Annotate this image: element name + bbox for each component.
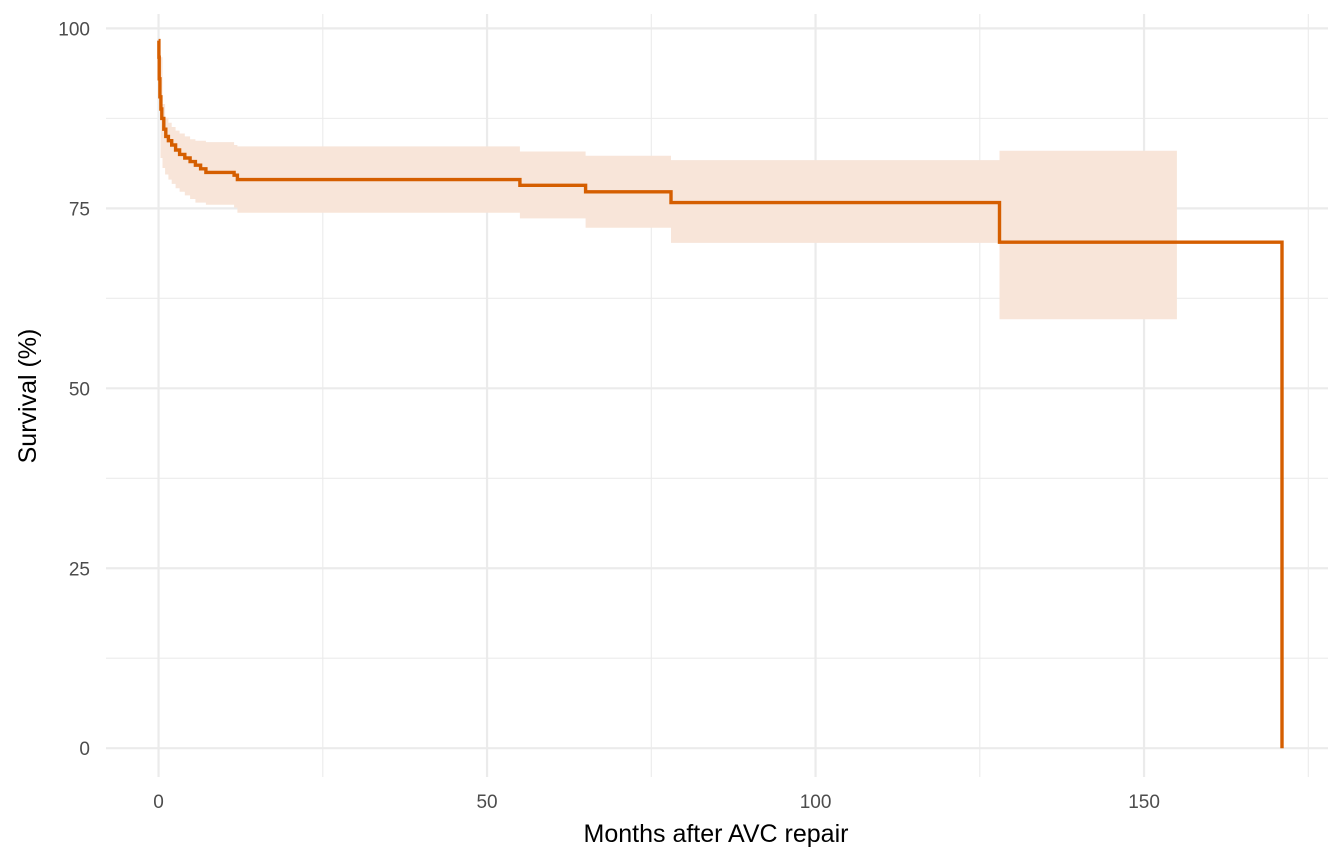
x-tick-label: 100 (800, 792, 832, 813)
x-tick-label: 150 (1128, 792, 1160, 813)
y-axis-title: Survival (%) (14, 329, 42, 464)
confidence-band-area (160, 57, 1177, 320)
confidence-band (160, 57, 1177, 320)
major-gridlines (106, 14, 1328, 777)
x-axis-ticks: 0 50 100 150 (153, 792, 1160, 813)
y-tick-label: 100 (58, 19, 90, 40)
survival-curve (157, 38, 1284, 749)
x-tick-label: 50 (476, 792, 497, 813)
y-axis-ticks: 0 25 50 75 100 (58, 19, 90, 760)
survival-line (157, 38, 1284, 749)
y-tick-label: 75 (69, 199, 90, 220)
x-tick-label: 0 (153, 792, 164, 813)
y-tick-label: 25 (69, 559, 90, 580)
y-tick-label: 0 (79, 739, 90, 760)
minor-gridlines (106, 14, 1328, 777)
x-axis-title: Months after AVC repair (584, 820, 849, 848)
y-tick-label: 50 (69, 379, 90, 400)
